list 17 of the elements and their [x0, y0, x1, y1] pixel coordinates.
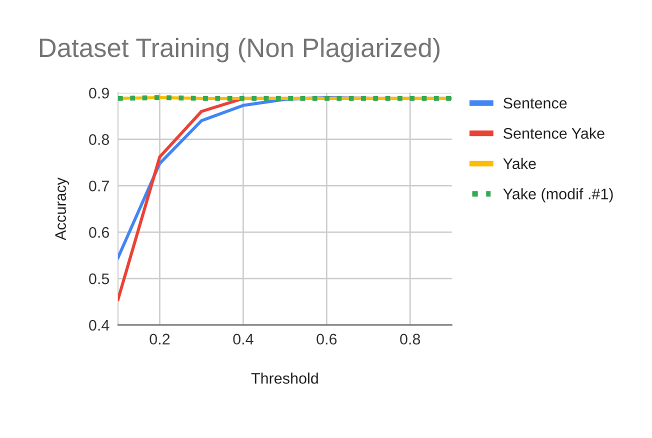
- y-axis-title: Accuracy: [55, 178, 69, 240]
- legend-label: Yake: [503, 158, 536, 170]
- y-tick-label: 0.4: [89, 320, 110, 331]
- x-tick-label: 0.4: [233, 334, 254, 345]
- legend-label: Sentence: [504, 98, 567, 109]
- chart-title: Dataset Training (Non Plagiarized): [40, 38, 440, 62]
- y-tick-label: 0.8: [89, 134, 110, 145]
- x-tick-label: 0.8: [400, 334, 420, 345]
- legend-label: Sentence Yake: [504, 128, 604, 139]
- x-tick-label: 0.6: [316, 334, 337, 345]
- legend-label: Yake (modif .#1): [503, 188, 613, 202]
- y-tick-label: 0.7: [89, 180, 109, 192]
- y-tick-label: 0.5: [89, 273, 110, 284]
- y-tick-label: 0.9: [89, 88, 109, 99]
- y-tick-label: 0.6: [89, 227, 110, 238]
- x-axis-title: Threshold: [251, 372, 318, 384]
- x-tick-label: 0.2: [150, 334, 170, 345]
